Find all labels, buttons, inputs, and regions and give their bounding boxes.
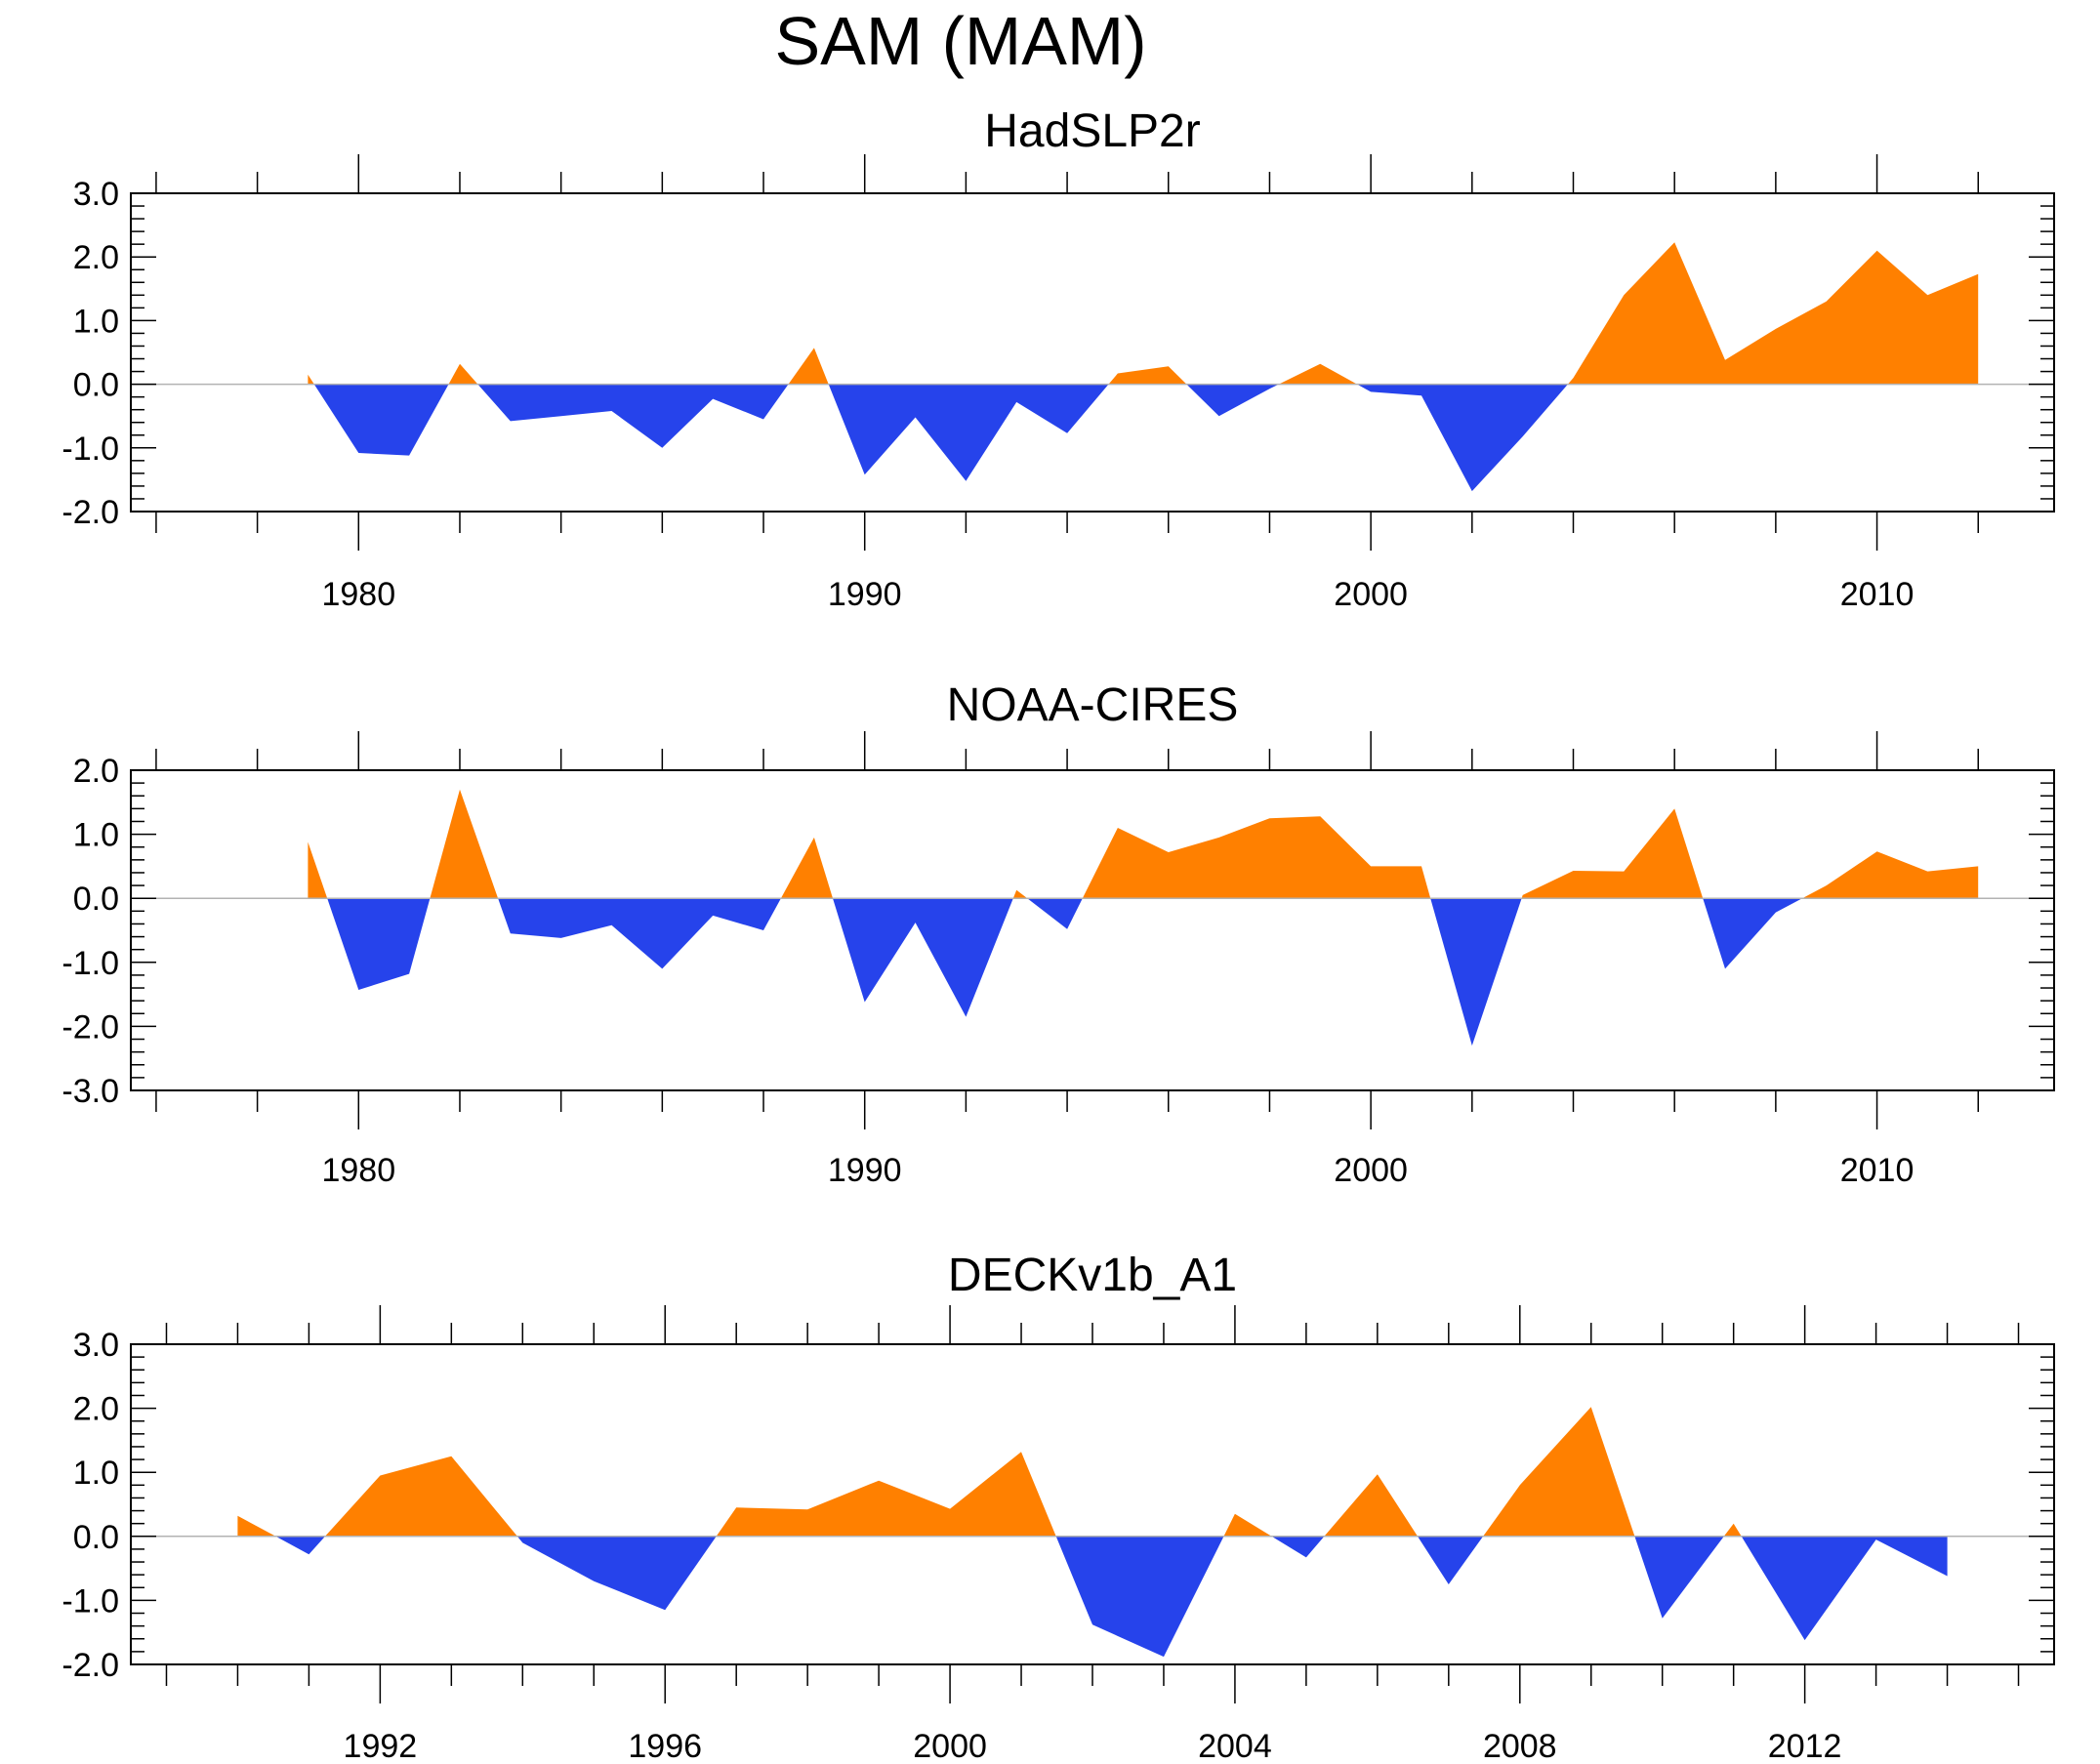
positive-area-6: [1012, 889, 1028, 899]
negative-area-11: [1703, 898, 1802, 969]
x-tick-label: 2010: [1840, 1152, 1915, 1189]
panel-title: HadSLP2r: [984, 105, 1200, 157]
positive-area-4: [788, 348, 829, 385]
x-tick-label: 2000: [1334, 1152, 1408, 1189]
positive-area-4: [716, 1452, 1056, 1537]
y-tick-label: -1.0: [62, 945, 119, 982]
positive-area-0: [308, 374, 314, 385]
y-tick-label: 1.0: [73, 303, 119, 340]
negative-area-11: [1634, 1536, 1724, 1619]
negative-area-9: [1430, 898, 1522, 1046]
positive-area-10: [1521, 808, 1704, 899]
x-tick-label: 2000: [913, 1728, 987, 1764]
chart-main-title: SAM (MAM): [774, 3, 1147, 79]
positive-area-8: [1324, 1474, 1418, 1537]
positive-area-0: [308, 841, 328, 899]
panel-title: DECKv1b_A1: [948, 1250, 1237, 1301]
positive-area-2: [430, 789, 499, 899]
panel-hadslp2r: -2.0 -1.0 0.0 1.0 2.0 3.0 1980 1990 2000 2010 HadS…: [62, 105, 2055, 613]
panel-title: NOAA-CIRES: [947, 679, 1239, 731]
negative-area-7: [1271, 1536, 1325, 1558]
plot-frame: [130, 192, 2055, 513]
x-tick-label: 2012: [1768, 1728, 1842, 1764]
x-tick-label: 2008: [1483, 1728, 1557, 1764]
negative-area-3: [477, 384, 789, 448]
positive-area-12: [1723, 1523, 1742, 1537]
negative-area-13: [1741, 1536, 1948, 1641]
positive-area-6: [1108, 366, 1187, 385]
panel-deckv1b-a1: -2.0 -1.0 0.0 1.0 2.0 3.0 1992 1996 2000 2004 2008…: [62, 1250, 2055, 1764]
positive-area-2: [448, 363, 478, 385]
negative-area-5: [828, 384, 1109, 481]
y-tick-label: 3.0: [73, 176, 119, 213]
positive-area-10: [1483, 1407, 1635, 1537]
negative-area-9: [1418, 1536, 1484, 1584]
y-tick-label: -1.0: [62, 431, 119, 468]
negative-area-7: [1027, 898, 1083, 929]
y-tick-label: 0.0: [73, 367, 119, 404]
y-tick-label: 2.0: [73, 1391, 119, 1428]
x-tick-label: 1990: [828, 576, 902, 613]
y-tick-label: -2.0: [62, 1008, 119, 1046]
y-tick-label: -1.0: [62, 1582, 119, 1620]
x-tick-label: 1996: [628, 1728, 702, 1764]
x-tick-label: 2010: [1840, 576, 1915, 613]
x-tick-label: 1980: [321, 1152, 395, 1189]
y-tick-label: 3.0: [73, 1327, 119, 1364]
negative-area-1: [327, 898, 431, 990]
positive-area-4: [780, 837, 833, 899]
positive-area-12: [1802, 851, 1979, 899]
x-tick-label: 2000: [1334, 576, 1408, 613]
y-tick-label: 0.0: [73, 881, 119, 918]
negative-area-1: [313, 384, 449, 456]
positive-area-6: [1223, 1513, 1272, 1537]
y-tick-label: -2.0: [62, 1647, 119, 1684]
y-tick-label: 2.0: [73, 239, 119, 276]
x-tick-label: 1990: [828, 1152, 902, 1189]
positive-area-10: [1567, 242, 1979, 385]
negative-area-3: [516, 1536, 717, 1611]
positive-area-2: [325, 1456, 517, 1537]
negative-area-1: [275, 1536, 325, 1555]
y-tick-label: -2.0: [62, 494, 119, 531]
negative-area-9: [1357, 384, 1568, 492]
y-tick-label: 1.0: [73, 817, 119, 854]
positive-area-8: [1278, 363, 1357, 385]
y-tick-label: 1.0: [73, 1455, 119, 1492]
plot-frame: [130, 769, 2055, 1091]
negative-area-5: [833, 898, 1013, 1017]
panel-noaa-cires: -3.0 -2.0 -1.0 0.0 1.0 2.0 1980 1990 2000 2010 NOA…: [62, 679, 2055, 1189]
positive-area-0: [237, 1515, 276, 1537]
positive-area-8: [1082, 816, 1431, 899]
x-tick-label: 1992: [344, 1728, 418, 1764]
x-tick-label: 1980: [321, 576, 395, 613]
x-tick-label: 2004: [1198, 1728, 1272, 1764]
negative-area-3: [498, 898, 781, 969]
y-tick-label: -3.0: [62, 1073, 119, 1110]
negative-area-5: [1055, 1536, 1224, 1658]
negative-area-7: [1186, 384, 1279, 417]
y-tick-label: 0.0: [73, 1519, 119, 1556]
y-tick-label: 2.0: [73, 753, 119, 790]
